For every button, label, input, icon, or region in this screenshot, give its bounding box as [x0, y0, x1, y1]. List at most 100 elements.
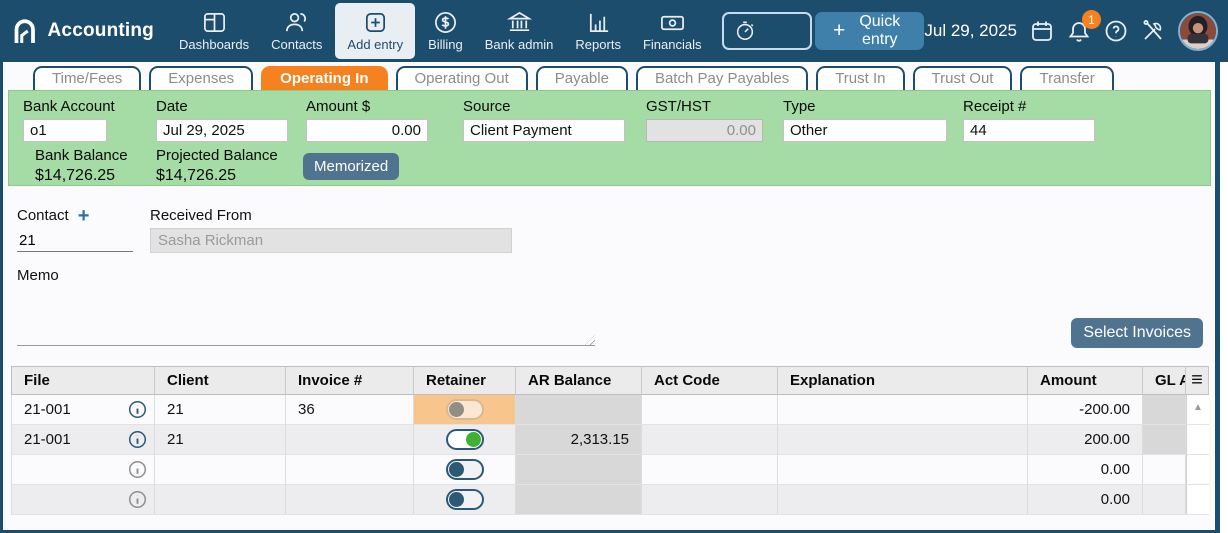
- info-icon[interactable]: [128, 430, 147, 449]
- cell-client[interactable]: [155, 485, 286, 515]
- cell-amount[interactable]: 0.00: [1028, 455, 1143, 485]
- notification-badge: 1: [1082, 10, 1101, 29]
- select-invoices-button[interactable]: Select Invoices: [1071, 318, 1203, 348]
- cell-amount[interactable]: 0.00: [1028, 485, 1143, 515]
- memo-textarea[interactable]: [17, 288, 595, 346]
- type-input[interactable]: [783, 119, 947, 142]
- timer-input[interactable]: [722, 12, 812, 50]
- scroll-up-arrow-icon[interactable]: ▲: [1193, 402, 1203, 413]
- retainer-toggle[interactable]: [445, 459, 484, 480]
- table-scrollbar[interactable]: [1186, 455, 1209, 485]
- cell-gl[interactable]: [1143, 455, 1186, 485]
- contact-input[interactable]: [17, 230, 133, 252]
- cell-gl[interactable]: [1143, 395, 1186, 425]
- cell-file: 21-001: [24, 431, 71, 448]
- receipt-input[interactable]: [963, 119, 1095, 142]
- cell-amount[interactable]: 200.00: [1028, 425, 1143, 455]
- calendar-button[interactable]: [1030, 19, 1054, 43]
- cell-act-code[interactable]: [642, 485, 778, 515]
- amount-label: Amount $: [306, 98, 371, 115]
- nav-item-reports[interactable]: Reports: [564, 0, 632, 62]
- cell-invoice[interactable]: [286, 455, 414, 485]
- table-scrollbar[interactable]: [1186, 485, 1209, 515]
- column-header-amount[interactable]: Amount: [1028, 366, 1143, 395]
- cell-explanation[interactable]: [778, 485, 1028, 515]
- memo-resize-handle[interactable]: [584, 335, 595, 346]
- column-header-ar-balance[interactable]: AR Balance: [516, 366, 642, 395]
- tab-batch-pay-payables[interactable]: Batch Pay Payables: [635, 66, 809, 90]
- nav-item-billing[interactable]: Billing: [417, 0, 474, 62]
- bank-balance: Bank Balance $14,726.25: [35, 147, 128, 185]
- cell-invoice[interactable]: [286, 425, 414, 455]
- tab-time-fees[interactable]: Time/Fees: [33, 66, 142, 90]
- current-date[interactable]: Jul 29, 2025: [924, 21, 1017, 40]
- cell-amount[interactable]: -200.00: [1028, 395, 1143, 425]
- column-menu-button[interactable]: ≡: [1186, 366, 1209, 395]
- cell-explanation[interactable]: [778, 425, 1028, 455]
- column-header-file[interactable]: File: [11, 366, 155, 395]
- nav-item-dashboards[interactable]: Dashboards: [168, 0, 260, 62]
- date-input[interactable]: [156, 119, 288, 142]
- column-header-invoice[interactable]: Invoice #: [286, 366, 414, 395]
- tab-trust-in[interactable]: Trust In: [816, 66, 905, 90]
- contact-label: Contact: [17, 207, 69, 224]
- nav-item-contacts[interactable]: Contacts: [260, 0, 333, 62]
- cell-gl[interactable]: [1143, 425, 1186, 455]
- tab-operating-out[interactable]: Operating Out: [395, 66, 528, 90]
- cell-client[interactable]: [155, 455, 286, 485]
- column-header-explanation[interactable]: Explanation: [778, 366, 1028, 395]
- cell-explanation[interactable]: [778, 455, 1028, 485]
- app-title: Accounting: [47, 20, 154, 41]
- memorized-button[interactable]: Memorized: [303, 153, 400, 180]
- cell-client[interactable]: 21: [155, 395, 286, 425]
- cell-explanation[interactable]: [778, 395, 1028, 425]
- cell-client[interactable]: 21: [155, 425, 286, 455]
- tab-trust-out[interactable]: Trust Out: [912, 66, 1013, 90]
- nav-item-financials[interactable]: Financials: [632, 0, 713, 62]
- amount-field: Amount $: [306, 98, 428, 142]
- bank-account-label: Bank Account: [23, 98, 115, 115]
- tab-operating-in[interactable]: Operating In: [261, 66, 388, 90]
- source-input[interactable]: [463, 119, 625, 142]
- dashboard-icon: [203, 12, 225, 33]
- table-row: 0.00: [11, 455, 1209, 485]
- gst-label: GST/HST: [646, 98, 712, 115]
- retainer-toggle[interactable]: [445, 489, 484, 510]
- notifications-button[interactable]: 1: [1067, 10, 1101, 43]
- settings-tools-button[interactable]: [1141, 19, 1165, 43]
- table-scrollbar[interactable]: [1186, 425, 1209, 455]
- cell-invoice[interactable]: [286, 485, 414, 515]
- nav-item-add-entry[interactable]: Add entry: [335, 3, 416, 59]
- cell-act-code[interactable]: [642, 455, 778, 485]
- cell-act-code[interactable]: [642, 425, 778, 455]
- bank-account-input[interactable]: [23, 119, 107, 142]
- cell-act-code[interactable]: [642, 395, 778, 425]
- info-icon[interactable]: [128, 460, 147, 479]
- column-header-client[interactable]: Client: [155, 366, 286, 395]
- date-field: Date: [156, 98, 288, 142]
- column-header-retainer[interactable]: Retainer: [414, 366, 516, 395]
- amount-input[interactable]: [306, 119, 428, 142]
- tab-expenses[interactable]: Expenses: [149, 66, 254, 90]
- info-icon[interactable]: [128, 400, 147, 419]
- column-header-gl[interactable]: GL A: [1143, 366, 1186, 395]
- cell-invoice[interactable]: 36: [286, 395, 414, 425]
- top-navbar: Accounting Dashboards Contacts Add entry…: [0, 0, 1228, 62]
- billing-icon: [434, 12, 456, 33]
- quick-entry-button[interactable]: + Quick entry: [814, 12, 925, 50]
- tools-icon: [1143, 19, 1162, 40]
- app-brand[interactable]: Accounting: [0, 13, 168, 49]
- table-scrollbar[interactable]: ▲: [1186, 395, 1209, 425]
- nav-item-bank-admin[interactable]: Bank admin: [474, 0, 565, 62]
- info-icon[interactable]: [128, 490, 147, 509]
- user-avatar[interactable]: [1178, 11, 1218, 51]
- add-contact-button[interactable]: +: [77, 204, 90, 227]
- column-header-act-code[interactable]: Act Code: [642, 366, 778, 395]
- retainer-toggle[interactable]: [445, 429, 484, 450]
- tab-payable[interactable]: Payable: [535, 66, 628, 90]
- cell-gl[interactable]: [1143, 485, 1186, 515]
- received-from-label: Received From: [150, 207, 252, 224]
- help-button[interactable]: [1104, 19, 1128, 43]
- retainer-toggle[interactable]: [445, 399, 484, 420]
- tab-transfer[interactable]: Transfer: [1020, 66, 1114, 90]
